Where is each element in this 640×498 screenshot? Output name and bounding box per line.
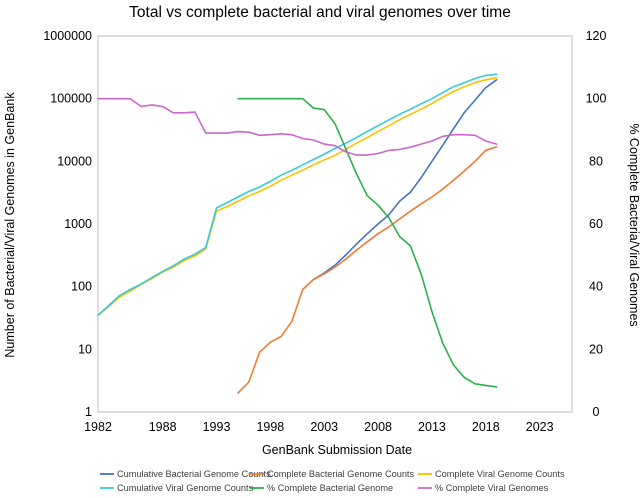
series-line-5: [97, 97, 498, 156]
x-axis-ticks: 1982 1988 1993 1998 2003 2008 2013 2018 2023: [84, 420, 554, 434]
x-axis-title: GenBank Submission Date: [262, 443, 412, 457]
legend-entry: % Complete Bacterial Genome: [267, 483, 393, 493]
y-axis-title: Number of Bacterial/Viral Genomes in Gen…: [3, 92, 17, 358]
plot-area: [97, 35, 573, 413]
y2-tick-label: 60: [589, 217, 603, 231]
right-axis-ticks: 0 20 40 60 80 100 120: [586, 29, 607, 419]
chart-legend: Cumulative Bacterial Genome CountsComple…: [100, 469, 565, 493]
x-tick-label: 1988: [149, 420, 177, 434]
plot-border: [97, 35, 573, 413]
y-tick-label: 100000: [50, 92, 92, 106]
legend-entry: Cumulative Bacterial Genome Counts: [117, 469, 271, 479]
x-tick-label: 1993: [203, 420, 231, 434]
y2-tick-label: 120: [586, 29, 607, 43]
y2-tick-label: 0: [593, 405, 600, 419]
legend-entry: Cumulative Viral Genome Counts: [117, 483, 254, 493]
legend-entry: Complete Bacterial Genome Counts: [267, 469, 414, 479]
series-line-4: [237, 97, 498, 388]
y2-axis-title: % Complete Bacteria/Viral Genomes: [627, 123, 640, 326]
y-tick-label: 1000000: [43, 29, 92, 43]
x-tick-label: 2013: [418, 420, 446, 434]
x-tick-label: 2018: [472, 420, 500, 434]
series-line-1: [237, 146, 498, 394]
y2-tick-label: 80: [589, 154, 603, 168]
left-axis-ticks: 1 10 100 1000 10000 100000 1000000: [43, 29, 92, 419]
legend-entry: Complete Viral Genome Counts: [435, 469, 565, 479]
y2-tick-label: 100: [586, 92, 607, 106]
x-tick-label: 1982: [84, 420, 112, 434]
series-lines: [97, 73, 498, 394]
x-tick-label: 1998: [256, 420, 284, 434]
series-line-3: [97, 73, 498, 317]
chart-title: Total vs complete bacterial and viral ge…: [129, 4, 511, 21]
series-line-2: [97, 77, 498, 317]
legend-entry: % Complete Viral Genomes: [435, 483, 549, 493]
x-tick-label: 2023: [526, 420, 554, 434]
y-tick-label: 10000: [57, 154, 92, 168]
x-tick-label: 2003: [310, 420, 338, 434]
y-tick-label: 1: [85, 405, 92, 419]
series-line-0: [312, 79, 498, 281]
y-tick-label: 100: [71, 280, 92, 294]
y-tick-label: 10: [78, 342, 92, 356]
y2-tick-label: 40: [589, 280, 603, 294]
x-tick-label: 2008: [364, 420, 392, 434]
y-tick-label: 1000: [64, 217, 92, 231]
y2-tick-label: 20: [589, 342, 603, 356]
